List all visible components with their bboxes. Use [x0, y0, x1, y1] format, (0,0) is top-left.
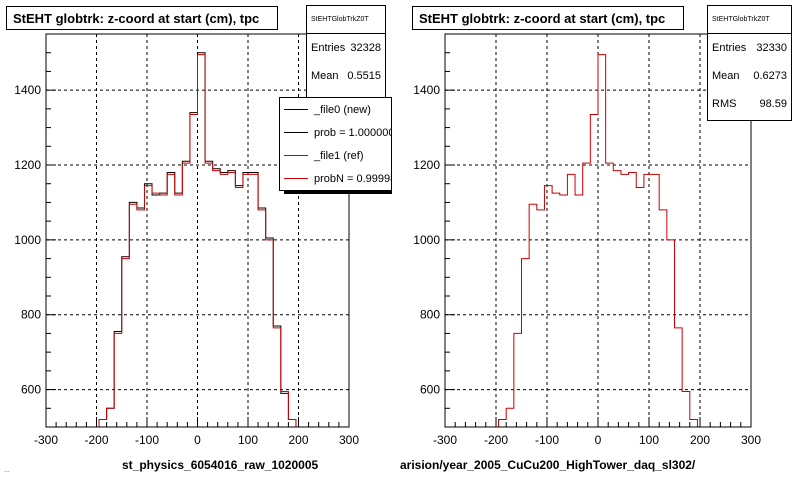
histogram-panel-right: StEHT globtrk: z-coord at start (cm), tp…	[400, 0, 800, 480]
histogram-plot-left: -300 -200 -100 0 100 200 300 600 800 1000 1200 1400	[14, 33, 359, 447]
stats-name: StEHTGlobTrkZ0T	[307, 6, 385, 34]
histogram-panel-left: StEHT globtrk: z-coord at start (cm), tp…	[6, 5, 392, 472]
chart-title: StEHT globtrk: z-coord at start (cm), tp…	[412, 6, 684, 30]
y-tick-label: 1400	[413, 83, 440, 97]
stats-row-mean: Mean 0.6273	[708, 62, 791, 90]
legend-line-icon	[284, 178, 308, 179]
footnote: ...	[4, 467, 10, 474]
stats-value: 98.59	[759, 98, 787, 110]
legend-entry: _file0 (new)	[280, 98, 391, 121]
stats-label: Mean	[311, 70, 339, 82]
histogram-series-0	[445, 54, 751, 428]
y-tick-label: 1000	[413, 233, 440, 247]
x-tick-label: 100	[639, 433, 659, 447]
stats-label: Entries	[712, 42, 747, 54]
legend-label: prob = 1.000000	[314, 126, 392, 139]
legend-label: _file1 (ref)	[314, 149, 364, 162]
legend-label: _file0 (new)	[314, 103, 371, 116]
x-tick-label: -300	[433, 433, 457, 447]
stats-row-entries: Entries 32328	[307, 34, 385, 62]
stats-label: Mean	[712, 70, 740, 82]
chart-title: StEHT globtrk: z-coord at start (cm), tp…	[6, 6, 278, 30]
histogram-plot-right: -300 -200 -100 0 100 200 300 600 800 1000 1200 1400	[413, 33, 761, 447]
x-axis-label: arision/year_2005_CuCu200_HighTower_daq_…	[400, 458, 696, 472]
y-tick-label: 1400	[14, 83, 41, 97]
stats-row-rms: RMS 98.59	[708, 90, 791, 118]
x-tick-label: 300	[339, 433, 359, 447]
stats-value: 32328	[350, 42, 381, 54]
y-tick-label: 1000	[14, 233, 41, 247]
x-tick-label: -200	[84, 433, 108, 447]
y-tick-label: 600	[21, 383, 41, 397]
stats-value: 0.6273	[753, 70, 787, 82]
x-tick-label: 0	[595, 433, 602, 447]
x-tick-label: -300	[34, 433, 58, 447]
histogram-series-1	[46, 54, 349, 428]
legend-line-icon	[284, 155, 308, 156]
y-tick-label: 1200	[14, 158, 41, 172]
stats-row-entries: Entries 32330	[708, 34, 791, 62]
y-tick-label: 600	[420, 383, 440, 397]
legend-entry: prob = 1.000000	[280, 121, 391, 144]
legend-line-icon	[284, 109, 308, 110]
x-tick-label: 100	[238, 433, 258, 447]
legend-entry: probN = 0.999989	[280, 167, 391, 190]
y-tick-label: 800	[420, 308, 440, 322]
x-tick-label: 200	[288, 433, 308, 447]
x-tick-label: -100	[535, 433, 559, 447]
stats-value: 32330	[756, 42, 787, 54]
x-tick-label: 0	[194, 433, 201, 447]
x-tick-label: -100	[135, 433, 159, 447]
x-tick-label: -200	[484, 433, 508, 447]
stats-row-mean: Mean 0.5515	[307, 62, 385, 90]
y-tick-label: 800	[21, 308, 41, 322]
legend-entry: _file1 (ref)	[280, 144, 391, 167]
stats-value: 0.5515	[347, 70, 381, 82]
stats-label: Entries	[311, 42, 346, 54]
legend-label: probN = 0.999989	[314, 172, 391, 185]
y-tick-label: 1200	[413, 158, 440, 172]
stats-box: StEHTGlobTrkZ0T Entries 32330 Mean 0.627…	[707, 5, 792, 121]
x-tick-label: 300	[741, 433, 761, 447]
x-tick-label: 200	[690, 433, 710, 447]
stats-name: StEHTGlobTrkZ0T	[708, 6, 791, 34]
legend-line-icon	[284, 132, 308, 133]
legend: _file0 (new) prob = 1.000000 _file1 (ref…	[279, 97, 392, 191]
stats-label: RMS	[712, 98, 737, 110]
x-axis-label: st_physics_6054016_raw_1020005	[122, 458, 319, 472]
